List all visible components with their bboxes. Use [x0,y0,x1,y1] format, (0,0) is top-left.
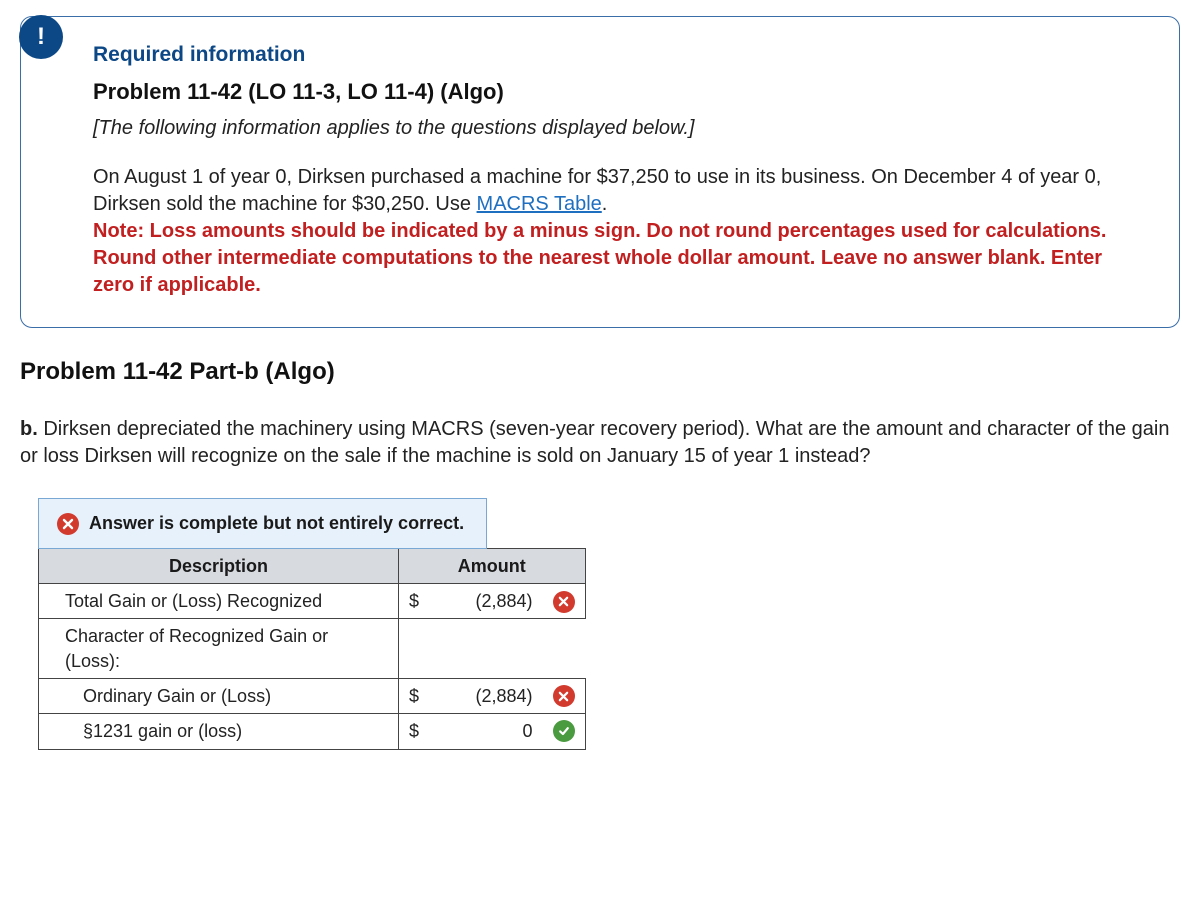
table-row: Character of Recognized Gain or (Loss): [39,619,586,679]
applies-note: [The following information applies to th… [93,115,1139,142]
table-row: Ordinary Gain or (Loss) $ (2,884) [39,678,586,713]
row-desc: Ordinary Gain or (Loss) [39,678,399,713]
row-dollar: $ [399,584,433,619]
problem-title: Problem 11-42 (LO 11-3, LO 11-4) (Algo) [93,77,1139,107]
note-block: Note: Loss amounts should be indicated b… [93,220,1106,296]
x-icon [553,591,575,613]
table-row: Total Gain or (Loss) Recognized $ (2,884… [39,584,586,619]
feedback-banner: Answer is complete but not entirely corr… [38,498,487,548]
part-title: Problem 11-42 Part-b (Algo) [20,356,1180,388]
macrs-table-link[interactable]: MACRS Table [477,193,602,215]
col-description: Description [39,548,399,583]
body-text-after: . [602,193,608,215]
col-amount: Amount [399,548,586,583]
question-text: b. Dirksen depreciated the machinery usi… [20,416,1180,470]
alert-icon: ! [19,15,63,59]
check-icon [553,720,575,742]
problem-body: On August 1 of year 0, Dirksen purchased… [93,164,1139,299]
row-amount[interactable]: (2,884) [433,678,543,713]
row-amount[interactable]: (2,884) [433,584,543,619]
question-label: b. [20,418,38,440]
required-info-card: ! Required information Problem 11-42 (LO… [20,16,1180,328]
note-text: Loss amounts should be indicated by a mi… [93,220,1106,296]
row-mark [543,678,586,713]
x-icon [553,685,575,707]
row-desc: Character of Recognized Gain or (Loss): [39,619,399,679]
row-amount[interactable]: 0 [433,714,543,749]
row-dollar: $ [399,678,433,713]
table-row: §1231 gain or (loss) $ 0 [39,714,586,749]
row-mark [543,584,586,619]
row-desc: §1231 gain or (loss) [39,714,399,749]
row-mark [543,714,586,749]
row-dollar: $ [399,714,433,749]
answer-table: Description Amount Total Gain or (Loss) … [38,548,586,750]
note-label: Note: [93,220,150,242]
row-desc: Total Gain or (Loss) Recognized [39,584,399,619]
required-info-label: Required information [93,41,1139,69]
feedback-text: Answer is complete but not entirely corr… [89,511,464,535]
x-icon [57,513,79,535]
question-body: Dirksen depreciated the machinery using … [20,418,1169,467]
